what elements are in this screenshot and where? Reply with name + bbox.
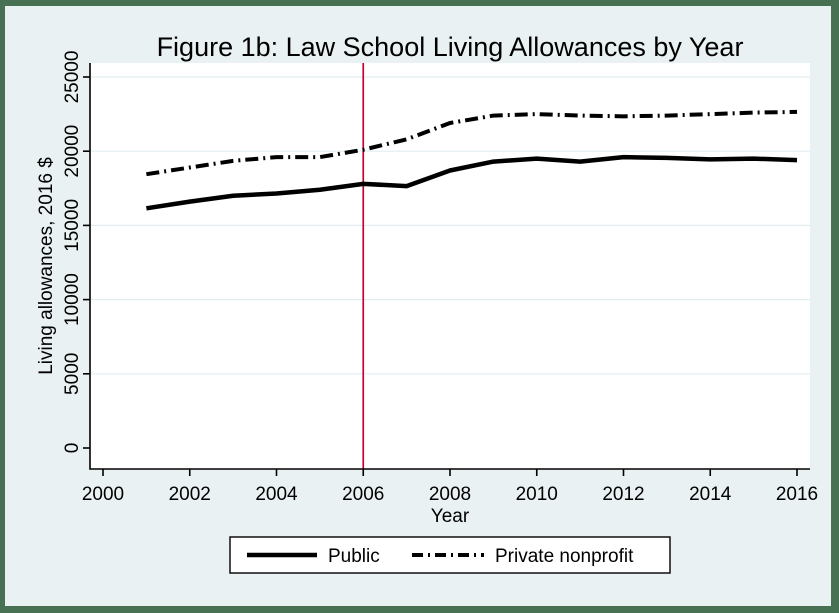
axis-ticks [83, 76, 798, 476]
y-tick-label-20000: 20000 [62, 125, 83, 178]
y-tick-label-15000: 15000 [62, 199, 83, 252]
y-tick-label-25000: 25000 [62, 51, 83, 104]
y-tick-label-0: 0 [62, 443, 83, 454]
plot-area [90, 63, 810, 469]
x-tick-label-2000: 2000 [82, 484, 124, 505]
x-tick-label-2010: 2010 [516, 484, 558, 505]
x-tick-label-2008: 2008 [429, 484, 471, 505]
data-series [146, 109, 798, 211]
x-tick-label-2006: 2006 [342, 484, 384, 505]
axis-tick-labels: 0 5000 10000 15000 20000 25000 2000 2002 2004 200… [62, 51, 818, 505]
x-tick-label-2002: 2002 [169, 484, 211, 505]
chart-title: Figure 1b: Law School Living Allowances … [157, 32, 744, 62]
y-tick-label-10000: 10000 [62, 273, 83, 326]
y-axis-title: Living allowances, 2016 $ [36, 157, 57, 375]
x-tick-label-2014: 2014 [689, 484, 732, 505]
y-tick-label-5000: 5000 [62, 353, 83, 395]
gridlines [90, 76, 810, 375]
x-tick-label-2016: 2016 [776, 484, 818, 505]
axis-lines [89, 63, 810, 470]
legend: Public Private nonprofit [229, 536, 671, 574]
x-tick-label-2004: 2004 [255, 484, 298, 505]
x-tick-label-2012: 2012 [602, 484, 644, 505]
x-axis-title: Year [431, 506, 470, 527]
legend-public-label: Public [328, 546, 380, 567]
private-nonprofit-line [146, 109, 798, 177]
legend-private-label: Private nonprofit [495, 546, 634, 567]
public-line [146, 154, 798, 211]
